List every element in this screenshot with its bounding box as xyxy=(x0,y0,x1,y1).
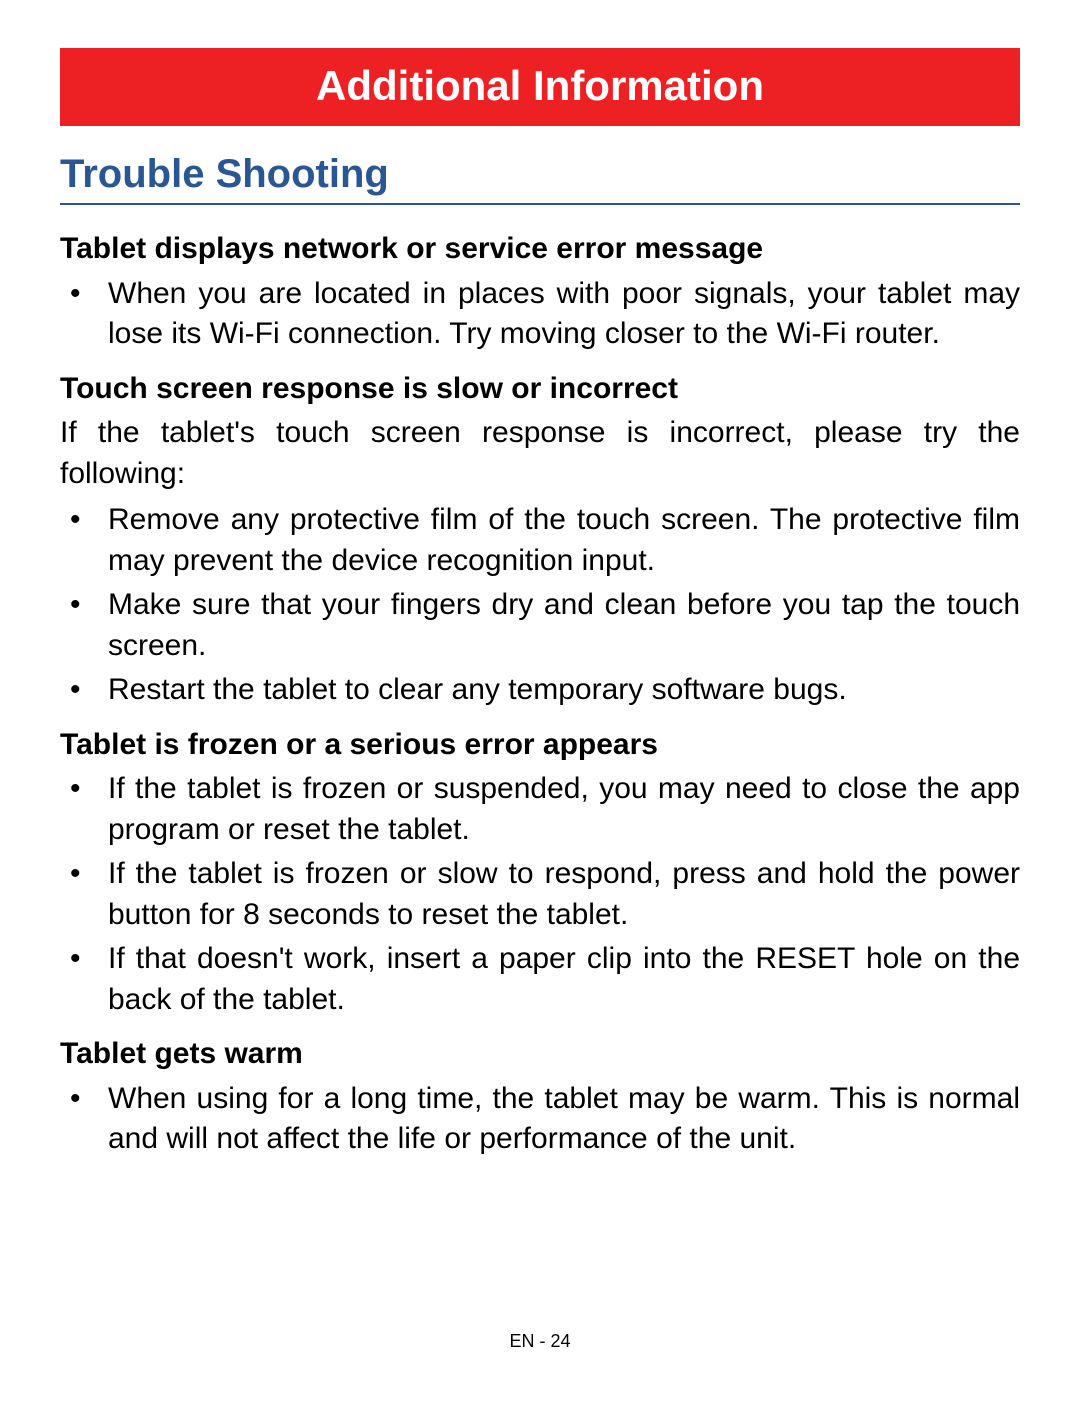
issue-block: Tablet is frozen or a serious error appe… xyxy=(60,725,1020,1021)
issue-block: Tablet displays network or service error… xyxy=(60,229,1020,355)
issue-title: Tablet gets warm xyxy=(60,1034,1020,1075)
issue-block: Tablet gets warm When using for a long t… xyxy=(60,1034,1020,1160)
issue-intro: If the tablet's touch screen response is… xyxy=(60,413,1020,494)
issue-title: Tablet is frozen or a serious error appe… xyxy=(60,725,1020,766)
header-title: Additional Information xyxy=(316,62,764,109)
bullet-item: Make sure that your fingers dry and clea… xyxy=(60,585,1020,666)
issue-title: Tablet displays network or service error… xyxy=(60,229,1020,270)
bullet-item: Remove any protective film of the touch … xyxy=(60,500,1020,581)
bullet-item: If the tablet is frozen or slow to respo… xyxy=(60,854,1020,935)
bullet-item: When you are located in places with poor… xyxy=(60,274,1020,355)
page-number: EN - 24 xyxy=(0,1331,1080,1352)
bullet-item: If the tablet is frozen or suspended, yo… xyxy=(60,769,1020,850)
issue-bullets: When using for a long time, the tablet m… xyxy=(60,1079,1020,1160)
bullet-item: Restart the tablet to clear any temporar… xyxy=(60,670,1020,711)
issue-bullets: When you are located in places with poor… xyxy=(60,274,1020,355)
issue-bullets: If the tablet is frozen or suspended, yo… xyxy=(60,769,1020,1020)
issue-title: Touch screen response is slow or incorre… xyxy=(60,369,1020,410)
header-bar: Additional Information xyxy=(60,48,1020,126)
bullet-item: If that doesn't work, insert a paper cli… xyxy=(60,939,1020,1020)
manual-page: Additional Information Trouble Shooting … xyxy=(0,0,1080,1160)
bullet-item: When using for a long time, the tablet m… xyxy=(60,1079,1020,1160)
issue-block: Touch screen response is slow or incorre… xyxy=(60,369,1020,711)
section-title: Trouble Shooting xyxy=(60,152,1020,205)
issue-bullets: Remove any protective film of the touch … xyxy=(60,500,1020,711)
